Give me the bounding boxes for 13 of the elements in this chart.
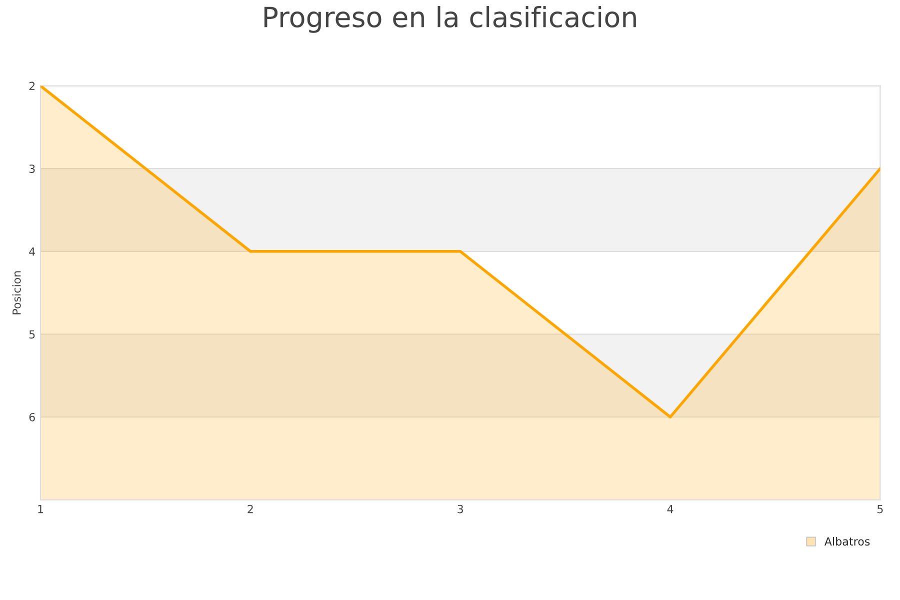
x-tick-label: 3 xyxy=(458,504,463,514)
legend-label: Albatros xyxy=(824,537,870,546)
y-tick-label: 5 xyxy=(29,330,35,339)
y-tick-label: 3 xyxy=(29,164,35,173)
x-tick-label: 4 xyxy=(667,505,674,514)
y-tick-label: 2 xyxy=(29,82,35,90)
x-tick-label: 2 xyxy=(248,504,253,514)
y-tick-label: 4 xyxy=(29,248,36,256)
chart-title: Progreso en la clasificacion xyxy=(264,6,636,33)
x-tick-label: 5 xyxy=(878,505,883,514)
x-tick-label: 1 xyxy=(38,505,44,514)
y-axis-title: Posicion xyxy=(12,271,21,314)
y-tick-label: 6 xyxy=(29,412,35,422)
